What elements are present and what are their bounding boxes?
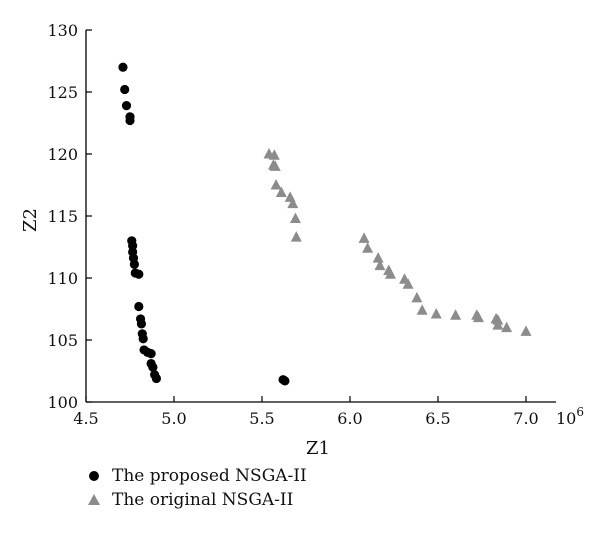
data-point-original xyxy=(372,252,384,263)
y-tick-label: 115 xyxy=(47,207,78,226)
data-point-original xyxy=(268,149,280,160)
x-axis-exponent: 106 xyxy=(556,405,584,428)
data-point-proposed xyxy=(136,319,147,329)
triangle-marker-icon xyxy=(86,492,108,508)
legend-item-proposed: The proposed NSGA-II xyxy=(86,464,307,488)
data-point-original xyxy=(289,212,301,223)
data-point-proposed xyxy=(121,101,132,111)
data-point-proposed xyxy=(151,373,161,384)
data-point-original xyxy=(362,242,374,253)
y-tick-label: 105 xyxy=(47,331,78,350)
data-point-original xyxy=(287,197,299,209)
legend: The proposed NSGA-II The original NSGA-I… xyxy=(86,464,307,512)
x-tick-label: 4.5 xyxy=(73,409,98,428)
data-point-original xyxy=(492,319,504,330)
y-tick-label: 125 xyxy=(47,83,78,102)
data-point-original xyxy=(384,268,396,279)
data-point-original xyxy=(416,304,428,315)
data-point-original xyxy=(275,186,287,197)
data-point-original xyxy=(430,307,442,319)
y-tick-label: 110 xyxy=(47,269,78,288)
data-point-proposed xyxy=(146,349,156,359)
data-point-proposed xyxy=(134,269,144,279)
data-point-proposed xyxy=(134,301,144,312)
data-point-proposed xyxy=(280,376,290,386)
data-point-proposed xyxy=(138,334,148,344)
data-point-original xyxy=(374,259,386,271)
axes: 4.5 5.0 5.5 6.0 6.5 7.0 100 105 110 115 120 125 130 xyxy=(47,21,556,428)
data-point-original xyxy=(411,291,423,303)
x-tick-label: 7.0 xyxy=(513,409,538,428)
data-point-original xyxy=(520,325,532,336)
data-point-original xyxy=(358,232,370,243)
legend-label-original: The original NSGA-II xyxy=(112,490,294,510)
legend-label-proposed: The proposed NSGA-II xyxy=(112,466,307,486)
data-point-proposed xyxy=(148,362,158,372)
x-tick-label: 6.5 xyxy=(425,409,450,428)
x-tick-label: 5.5 xyxy=(249,409,274,428)
x-tick-label: 6.0 xyxy=(337,409,362,428)
circle-marker-icon xyxy=(86,468,108,484)
data-point-proposed xyxy=(120,84,130,95)
data-marks xyxy=(118,62,532,386)
x-axis-label: Z1 xyxy=(306,438,330,459)
y-tick-label: 130 xyxy=(47,21,78,40)
data-point-original xyxy=(269,160,281,171)
data-point-original xyxy=(472,311,484,323)
data-point-proposed xyxy=(118,62,128,72)
data-point-original xyxy=(270,179,282,190)
data-point-proposed xyxy=(129,259,139,269)
data-point-original xyxy=(290,231,302,242)
data-point-original xyxy=(402,278,414,289)
data-point-original xyxy=(501,321,513,333)
data-point-proposed xyxy=(125,115,135,126)
y-axis-label: Z2 xyxy=(20,208,41,232)
y-tick-label: 100 xyxy=(47,393,78,412)
x-tick-label: 5.0 xyxy=(161,409,186,428)
data-point-original xyxy=(450,309,462,320)
legend-item-original: The original NSGA-II xyxy=(86,488,307,512)
x-exponent-power: 6 xyxy=(576,405,584,419)
x-exponent-base: 10 xyxy=(556,409,576,428)
y-tick-label: 120 xyxy=(47,145,78,164)
